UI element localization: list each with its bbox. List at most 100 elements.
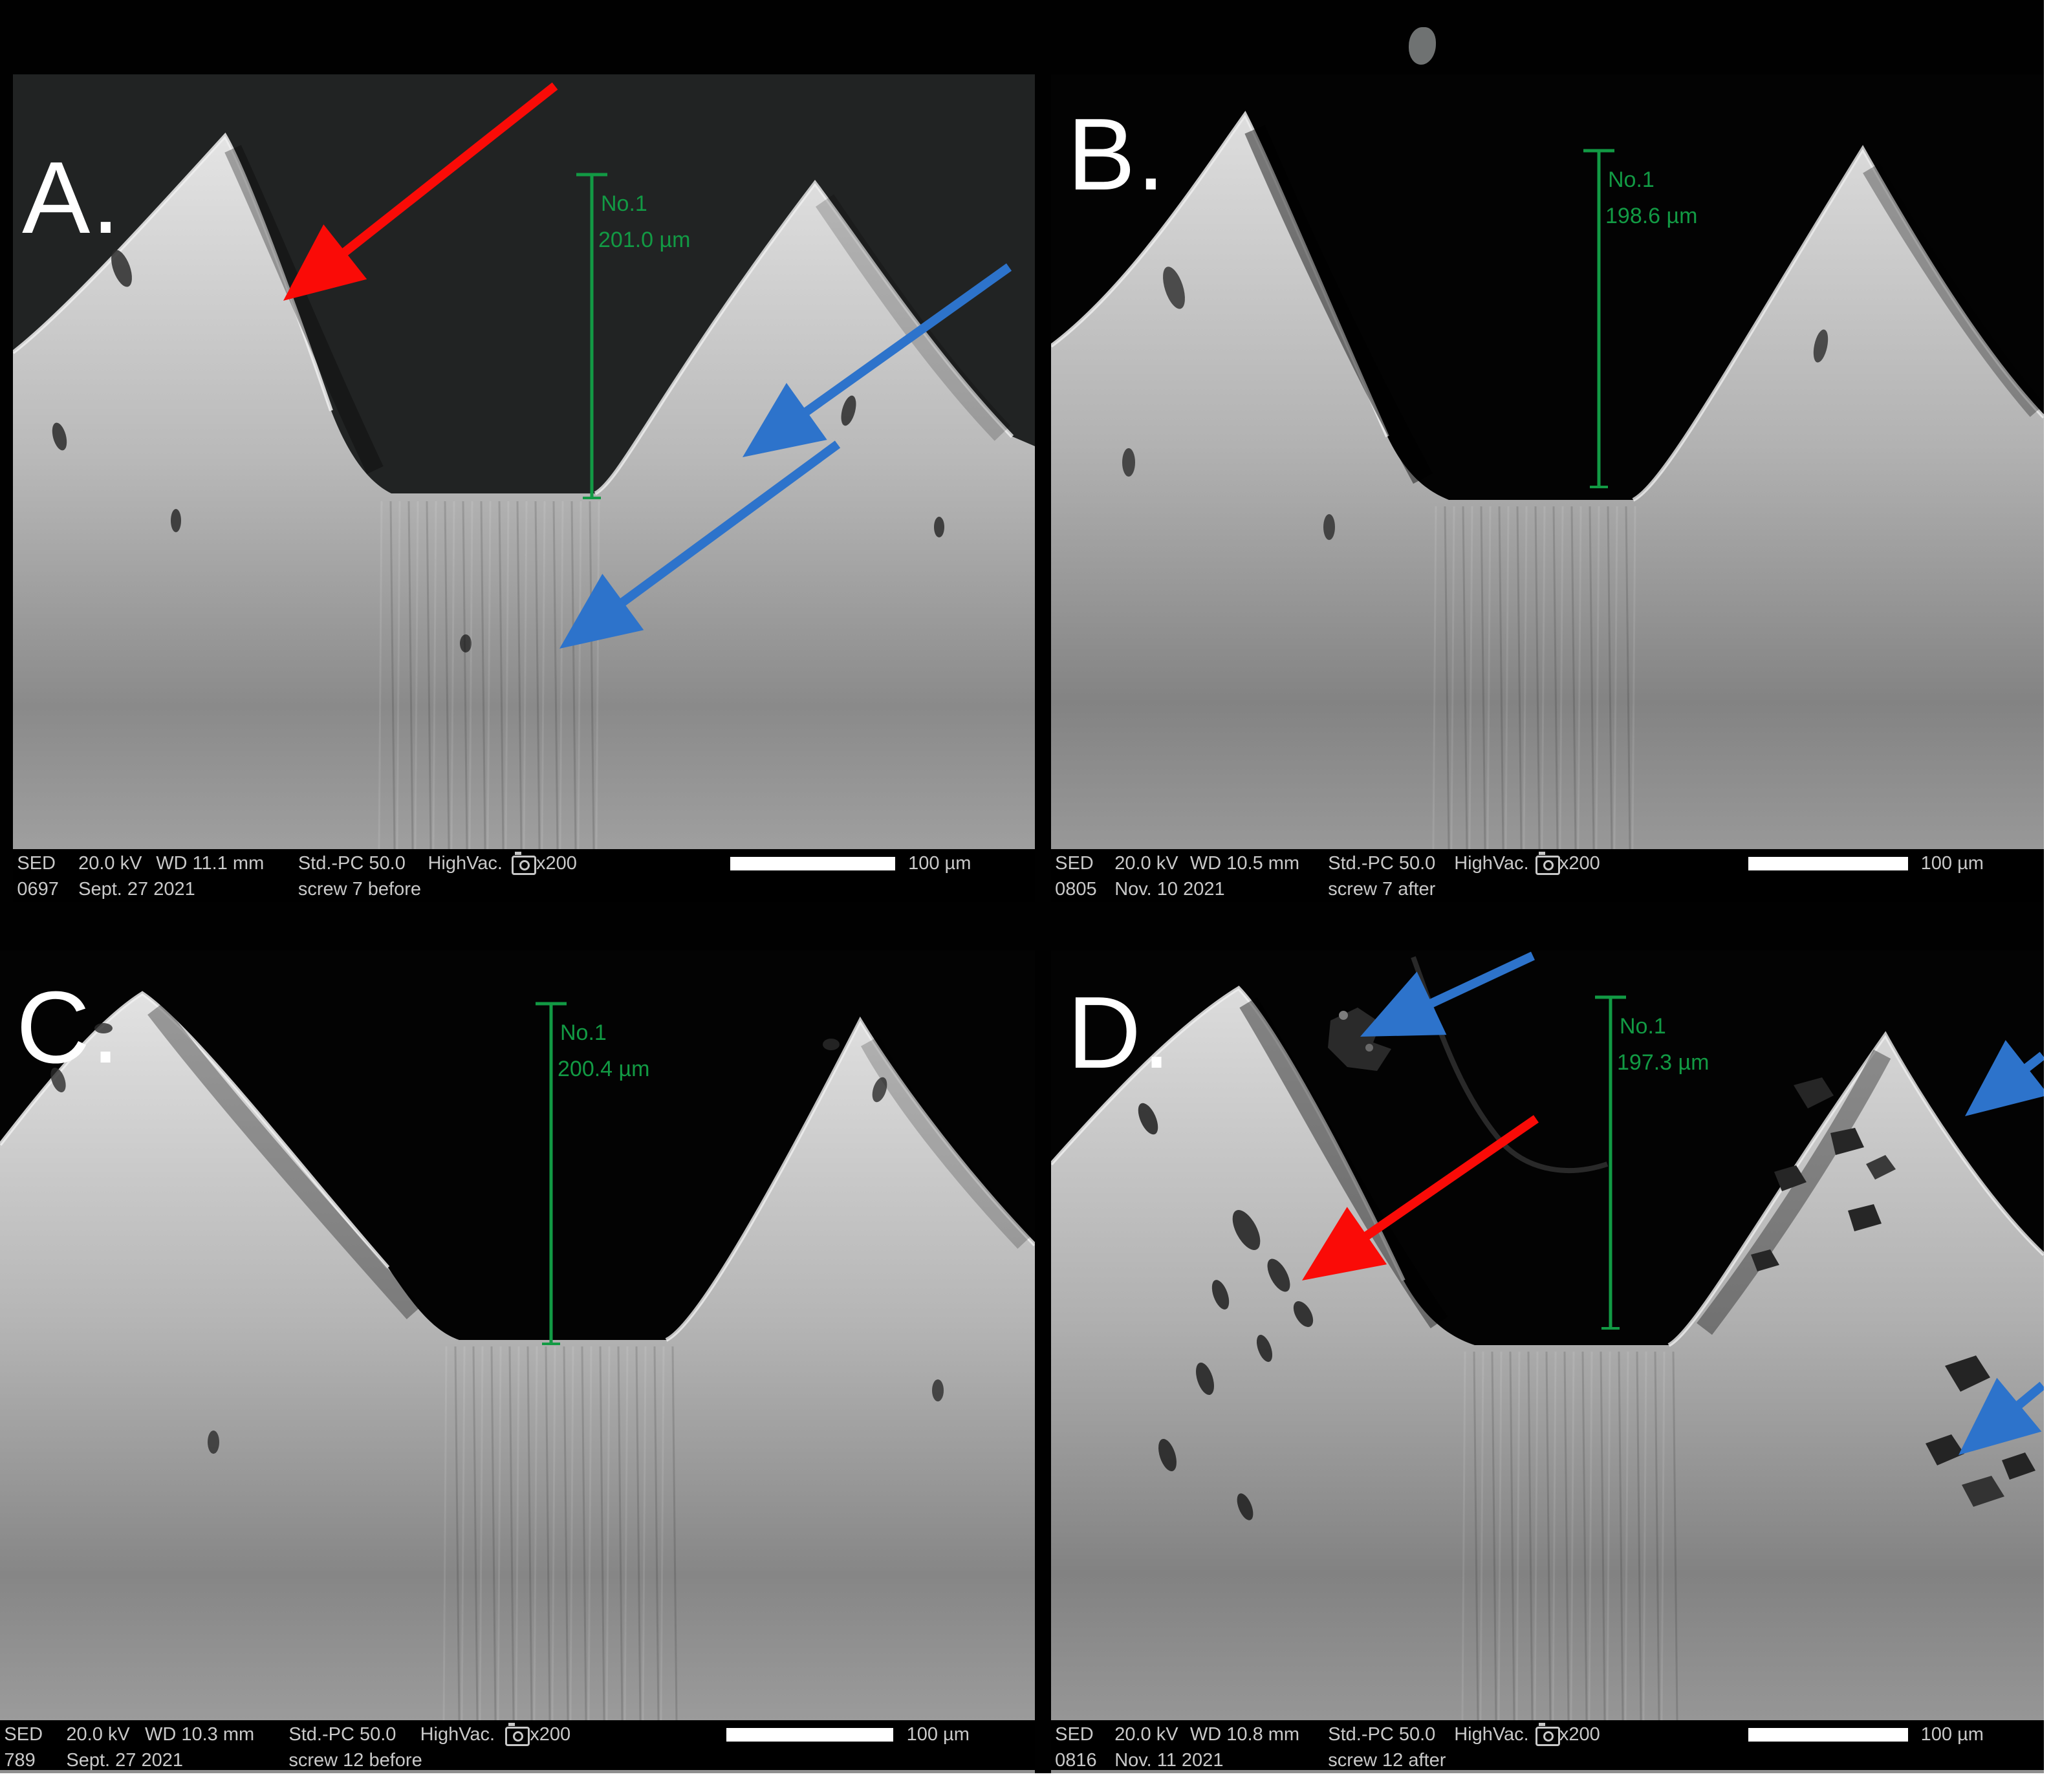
- panel-label: C.: [16, 971, 121, 1085]
- striation-line: [1577, 506, 1582, 849]
- measurement-value: 197.3 µm: [1617, 1050, 1709, 1075]
- surface-gouges: [1138, 1103, 1314, 1520]
- striation-line: [468, 501, 473, 849]
- striation-line: [1516, 506, 1523, 849]
- crest-rim-right: [1632, 145, 2044, 502]
- striation-line: [1497, 1351, 1503, 1720]
- sem-micrograph-a: No.1 201.0 µm: [13, 74, 1035, 849]
- vacuum-value: HighVac.: [1454, 853, 1529, 874]
- scale-bar: [730, 857, 895, 870]
- image-date: Nov. 10 2021: [1114, 879, 1225, 900]
- measurement-name: No.1: [560, 1020, 607, 1045]
- striation-line: [515, 1346, 520, 1720]
- std-pc-value: Std.-PC 50.0: [298, 853, 406, 874]
- detector-value: SED: [17, 853, 56, 874]
- striation-line: [1462, 506, 1468, 849]
- striation-line: [523, 501, 528, 849]
- striation-line: [1504, 506, 1510, 849]
- image-date: Nov. 11 2021: [1114, 1750, 1224, 1771]
- striation-line: [1527, 1351, 1534, 1720]
- image-id: 0805: [1055, 879, 1097, 900]
- striation-line: [508, 1346, 515, 1720]
- surface-defects: [52, 250, 944, 653]
- striation-line: [479, 1346, 484, 1720]
- striation-line: [407, 501, 414, 849]
- magnification-value: x200: [530, 1724, 571, 1745]
- measurement-value: 200.4 µm: [558, 1057, 649, 1081]
- arrow-shaft: [337, 82, 558, 260]
- striation-line: [1491, 1351, 1497, 1720]
- striation-line: [1563, 1351, 1570, 1720]
- sample-name: screw 12 after: [1328, 1750, 1446, 1771]
- striation-line: [1606, 1351, 1611, 1720]
- annotation-arrow-blue: [743, 263, 1012, 457]
- striation-line: [1600, 1351, 1606, 1720]
- annotation-overlay: No.1 200.4 µm: [536, 1002, 649, 1345]
- striation-line: [1461, 1351, 1466, 1720]
- striation-line: [442, 1346, 448, 1720]
- flank-shadow: [1244, 125, 1433, 484]
- measurement-value: 198.6 µm: [1605, 204, 1697, 228]
- sem-panel-c: No.1 200.4 µm C. SED 20.0 kV WD 10.3 mm S…: [0, 951, 1035, 1773]
- sem-micrograph-c: No.1 200.4 µm: [0, 951, 1035, 1720]
- arrow-shaft: [1424, 951, 1535, 1010]
- thread-valley-striations: [1432, 506, 1636, 849]
- striation-line: [1534, 1351, 1539, 1720]
- std-pc-value: Std.-PC 50.0: [1328, 853, 1436, 874]
- arrow-shaft: [799, 263, 1012, 419]
- striation-line: [1432, 506, 1437, 849]
- striation-line: [642, 1346, 647, 1720]
- magnification-value: x200: [536, 853, 577, 874]
- striation-line: [577, 501, 582, 849]
- striation-line: [1636, 1351, 1642, 1720]
- measurement-name: No.1: [1620, 1014, 1666, 1039]
- image-date: Sept. 27 2021: [78, 879, 195, 900]
- voltage-value: 20.0 kV: [1114, 1724, 1178, 1745]
- measurement-value: 201.0 µm: [598, 228, 690, 252]
- striation-line: [1541, 506, 1546, 849]
- sem-panel-b: No.1 198.6 µm B. SED 20.0 kV WD 10.5 mm S…: [1051, 74, 2044, 902]
- flank-shadow-right: [1697, 1049, 1891, 1335]
- measurement-marker: No.1 197.3 µm: [1595, 995, 1709, 1330]
- detector-value: SED: [4, 1724, 43, 1745]
- screw-thread-crests: [13, 136, 1035, 849]
- measurement-name: No.1: [1608, 167, 1655, 192]
- striation-line: [454, 1346, 461, 1720]
- striation-line: [396, 501, 401, 849]
- striation-line: [490, 1346, 497, 1720]
- crest-rim-left: [1051, 111, 1389, 438]
- arrow-shaft: [615, 440, 841, 610]
- sample-name: screw 7 before: [298, 879, 422, 900]
- striation-line: [563, 1346, 569, 1720]
- measurement-marker: No.1 200.4 µm: [536, 1002, 649, 1345]
- striation-line: [1552, 506, 1559, 849]
- crest-rim-right: [1667, 1031, 2044, 1347]
- scale-bar: [1748, 857, 1908, 870]
- annotation-arrow-blue: [1959, 1377, 2044, 1455]
- striation-line: [505, 501, 510, 849]
- sem-panel-d: No.1 197.3 µm D. SED 20.0 kV WD 10.8 mm S…: [1051, 951, 2044, 1773]
- striation-line: [624, 1346, 629, 1720]
- camera-icon: [505, 1723, 530, 1746]
- image-bottom-edge: [1051, 1770, 2044, 1773]
- striation-line: [589, 501, 595, 849]
- voltage-value: 20.0 kV: [1114, 853, 1178, 874]
- sem-infobar: SED 20.0 kV WD 11.1 mm Std.-PC 50.0 High…: [13, 849, 1035, 902]
- working-distance-value: WD 10.5 mm: [1189, 853, 1300, 874]
- striation-line: [461, 1346, 466, 1720]
- crest-rim-left: [13, 132, 333, 411]
- striation-line: [1631, 506, 1636, 849]
- annotation-arrow-red: [283, 82, 558, 301]
- striation-line: [1607, 506, 1613, 849]
- camera-icon: [512, 852, 537, 875]
- flank-shadow: [1239, 997, 1448, 1329]
- arrow-head: [559, 574, 644, 649]
- surface-defects: [50, 1023, 944, 1454]
- scale-label: 100 µm: [1920, 1724, 1984, 1745]
- sem-micrograph-b: No.1 198.6 µm: [1051, 74, 2044, 849]
- striation-line: [570, 501, 577, 849]
- striation-line: [472, 1346, 479, 1720]
- debris-flakes-right-crest: [1751, 1077, 1896, 1271]
- sample-name: screw 7 after: [1328, 879, 1436, 900]
